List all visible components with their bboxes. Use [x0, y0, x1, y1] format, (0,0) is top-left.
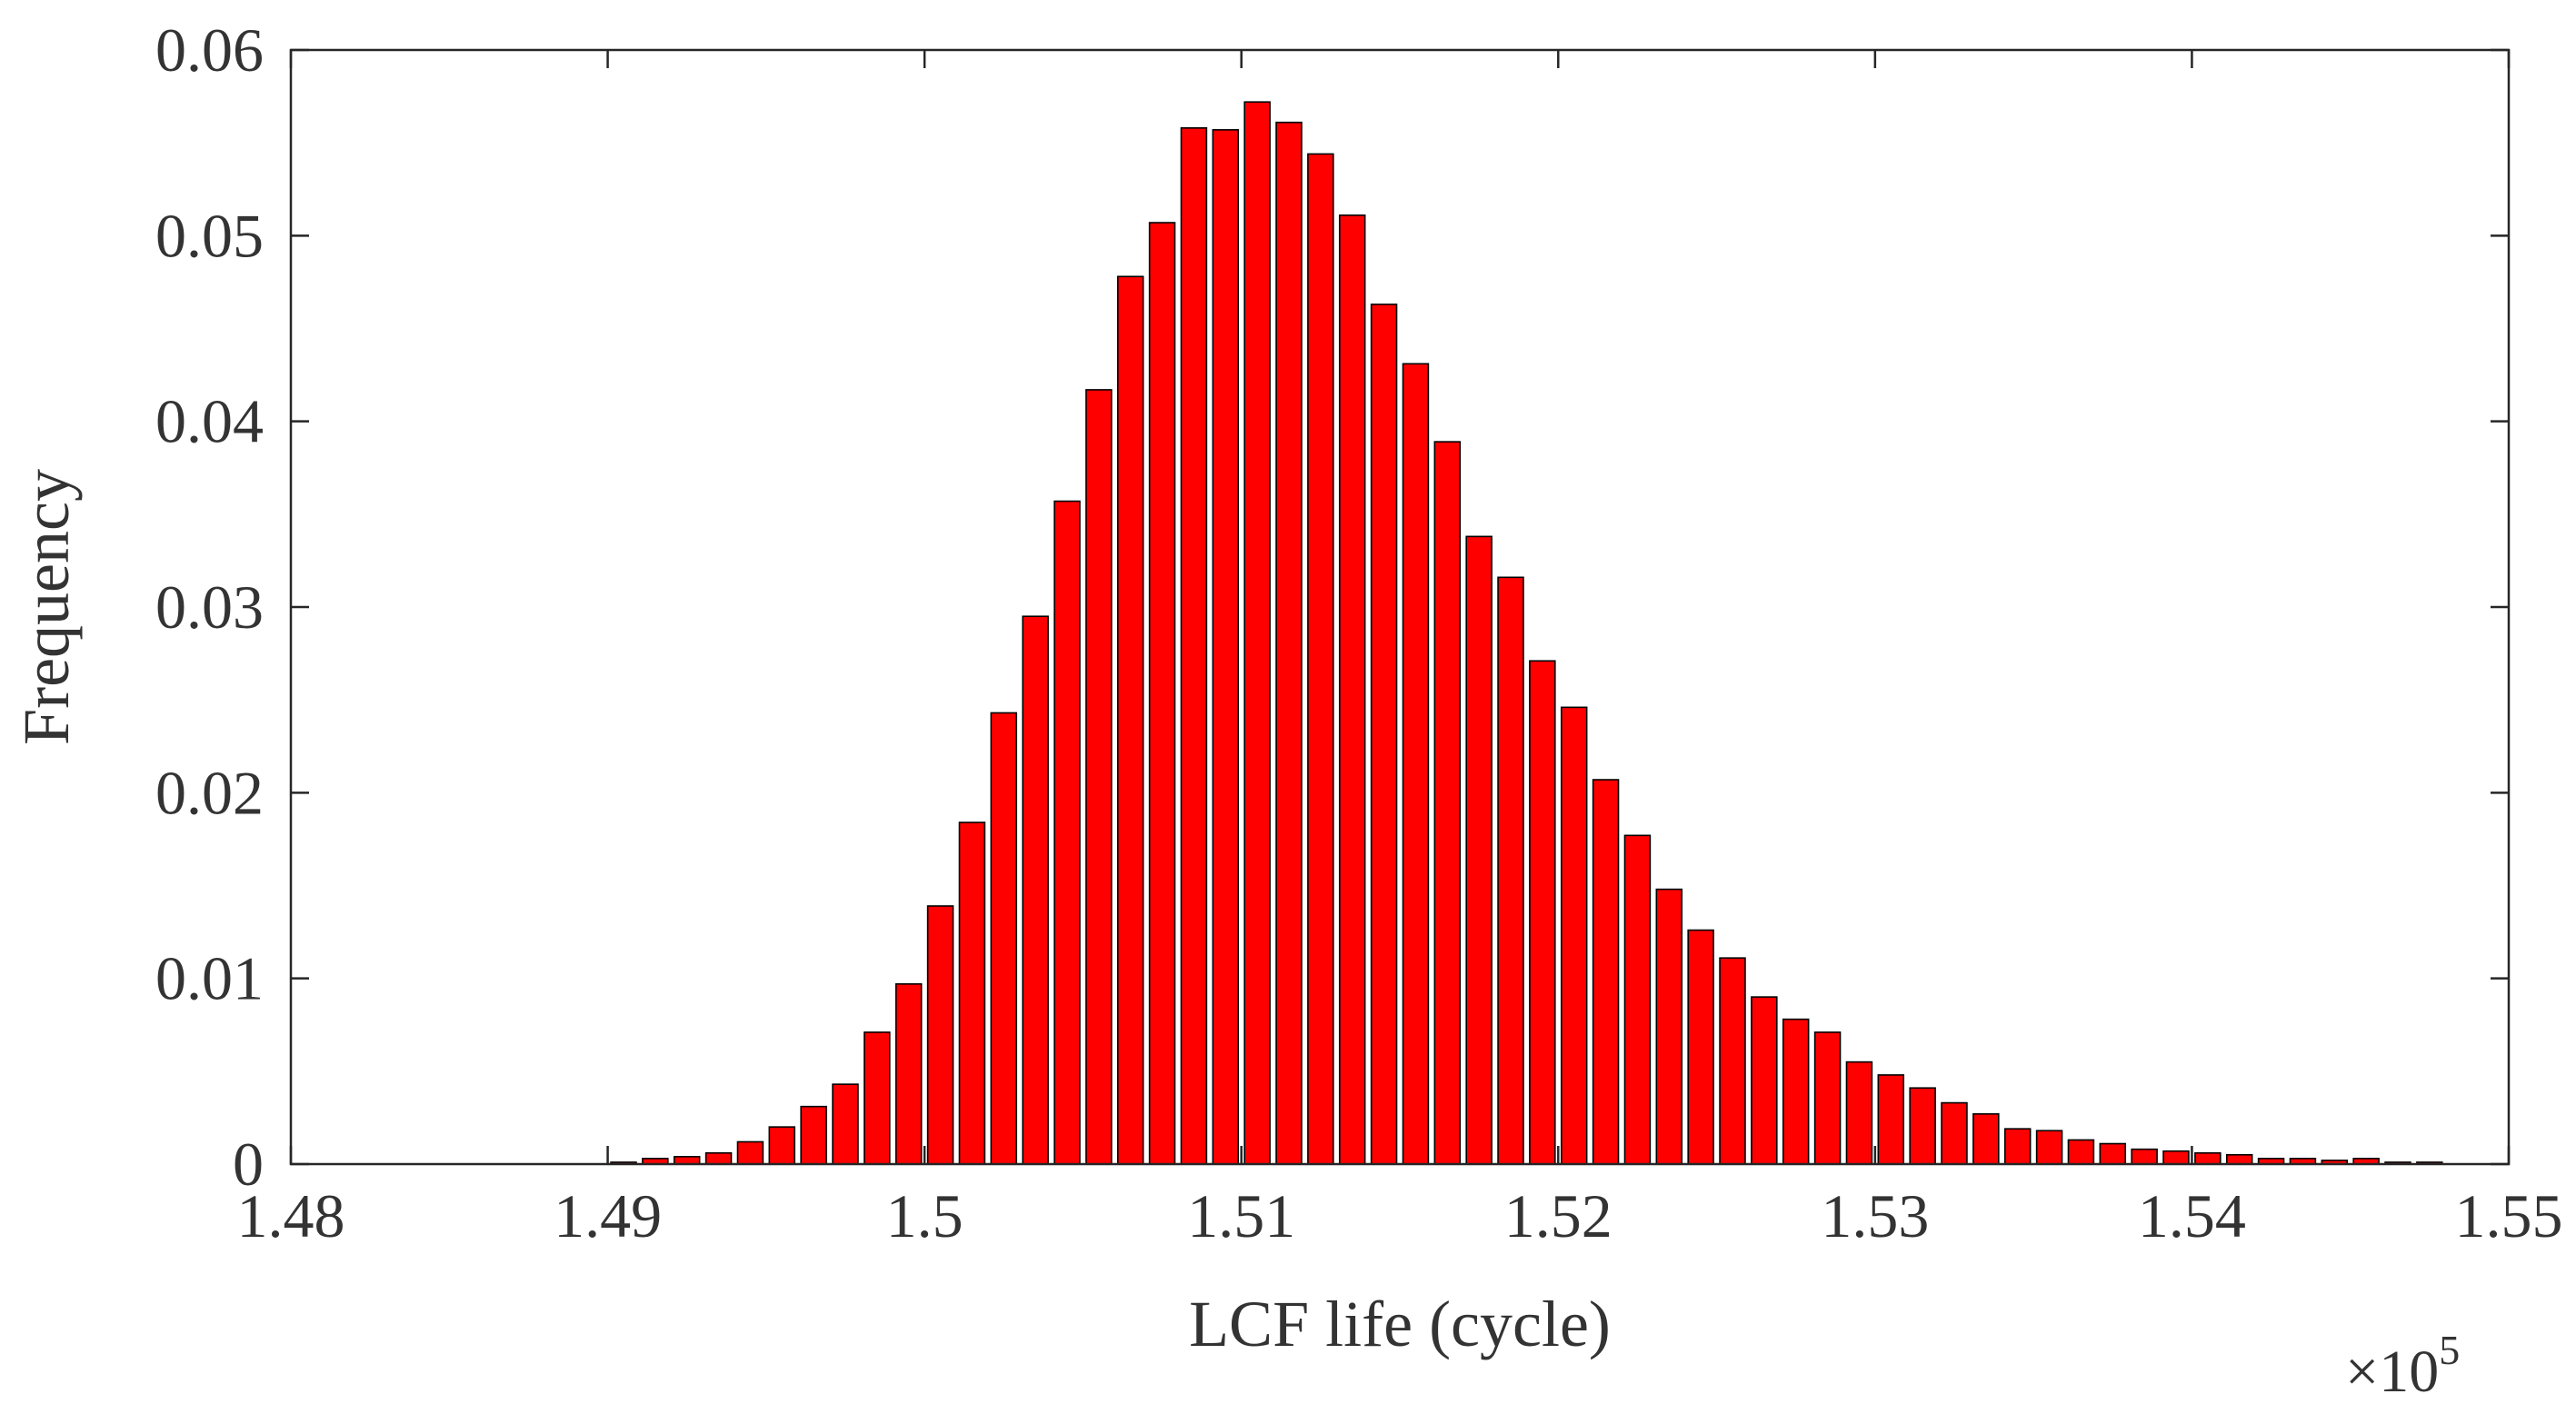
histogram-bar [2035, 1130, 2063, 1165]
histogram-bar [1655, 888, 1683, 1165]
histogram-bar [2099, 1142, 2127, 1165]
y-tick-label: 0.02 [155, 758, 264, 827]
histogram-bar [990, 712, 1018, 1165]
histogram-bar [1941, 1101, 1968, 1165]
y-tick-label: 0.03 [155, 573, 264, 642]
histogram-bar [704, 1151, 733, 1165]
y-tick-label: 0.06 [155, 15, 264, 85]
histogram-bar [1592, 779, 1620, 1165]
histogram-bar [2225, 1153, 2253, 1165]
histogram-bar [1307, 153, 1334, 1165]
y-tick-label: 0.01 [155, 944, 264, 1013]
x-tick-label: 1.53 [1821, 1181, 1929, 1250]
x-tick-label: 1.54 [2138, 1181, 2246, 1250]
histogram-bar [736, 1140, 764, 1165]
x-tick-label: 1.51 [1187, 1181, 1295, 1250]
x-tick-label: 1.55 [2455, 1181, 2563, 1250]
x-tick-label: 1.5 [886, 1181, 964, 1250]
histogram-bar [1243, 101, 1271, 1165]
histogram-bar [1877, 1074, 1905, 1165]
histogram-bar [1275, 121, 1303, 1165]
tick-labels-group: 1.48 1.49 1.5 1.51 1.52 1.53 1.54 1.55 0 0.01 0.02… [155, 15, 2563, 1250]
y-tick-label: 0.05 [155, 201, 264, 270]
histogram-bar [1813, 1031, 1842, 1165]
histogram-bar [1751, 996, 1778, 1165]
x-axis-multiplier-exponent: 5 [2439, 1327, 2460, 1373]
x-axis-multiplier-base: ×10 [2345, 1339, 2439, 1404]
histogram-bar [894, 983, 923, 1165]
histogram-bar [1402, 363, 1430, 1165]
histogram-bar [1687, 929, 1714, 1165]
histogram-bar [1370, 304, 1398, 1165]
histogram-bar [1529, 660, 1556, 1165]
histogram-bar [1053, 500, 1081, 1165]
histogram-bar [2067, 1139, 2095, 1165]
histogram-bar [800, 1105, 827, 1165]
histogram-bar [2131, 1148, 2158, 1165]
histogram-bar [2194, 1151, 2222, 1165]
histogram-bar [1116, 275, 1144, 1165]
plot-background [291, 50, 2509, 1164]
plot-area-frame [289, 48, 2511, 1166]
histogram-bar [1148, 222, 1176, 1165]
histogram-bar [958, 821, 986, 1165]
histogram-bar [1497, 576, 1524, 1165]
histogram-bar [1909, 1087, 1936, 1165]
histogram-bar [1623, 834, 1652, 1165]
histogram-bar [768, 1126, 796, 1165]
histogram-bar [1338, 214, 1366, 1165]
x-tick-label: 1.52 [1504, 1181, 1612, 1250]
y-tick-label: 0.04 [155, 387, 264, 456]
histogram-bar [2003, 1128, 2032, 1165]
histogram-bar [1180, 127, 1208, 1165]
histogram-bar [1465, 535, 1493, 1165]
histogram-bar [1782, 1018, 1810, 1165]
x-tick-label: 1.49 [554, 1181, 662, 1250]
histogram-bar [1845, 1060, 1873, 1165]
x-tick-label: 1.48 [237, 1181, 345, 1250]
histogram-bar [2162, 1150, 2190, 1165]
histogram-bar [1085, 389, 1113, 1165]
y-tick-label: 0 [233, 1130, 264, 1199]
histogram-bar [1433, 441, 1462, 1165]
histogram-bar [832, 1083, 859, 1165]
x-axis-title: LCF life (cycle) [1189, 1288, 1611, 1360]
histogram-bar [864, 1031, 891, 1165]
histogram-bar [926, 905, 954, 1165]
histogram-bar [1560, 706, 1588, 1165]
x-axis-multiplier: ×105 [2345, 1327, 2460, 1404]
histogram-bar [1212, 129, 1240, 1165]
histogram-bar [1022, 615, 1049, 1165]
histogram-bar [1719, 957, 1746, 1165]
histogram-bar [1972, 1113, 2000, 1165]
y-axis-title: Frequency [10, 469, 83, 745]
